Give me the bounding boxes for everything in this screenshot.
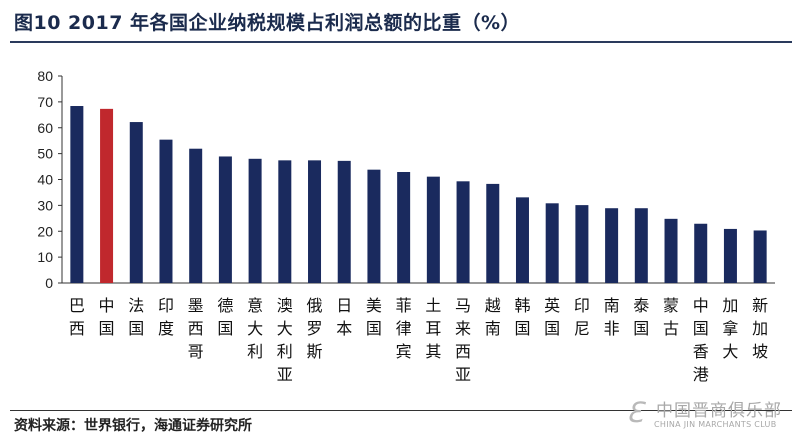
x-tick-label: 韩国 bbox=[514, 296, 530, 338]
bar bbox=[515, 197, 529, 283]
x-tick-label: 加拿大 bbox=[722, 296, 738, 361]
ze-logo-icon: ℇ bbox=[626, 396, 644, 429]
bar bbox=[753, 230, 767, 283]
y-tick-label: 80 bbox=[37, 68, 53, 84]
bar bbox=[367, 169, 381, 283]
bar bbox=[545, 203, 559, 283]
x-tick-label: 越南 bbox=[485, 296, 501, 338]
bar bbox=[486, 183, 500, 283]
bar bbox=[308, 160, 322, 283]
x-tick-label: 澳大利亚 bbox=[277, 296, 293, 384]
x-tick-label: 俄罗斯 bbox=[307, 296, 323, 361]
title-bar: 图10 2017 年各国企业纳税规模占利润总额的比重（%） bbox=[0, 0, 800, 40]
x-tick-label: 土耳其 bbox=[425, 296, 441, 361]
x-tick-label: 墨西哥 bbox=[188, 296, 204, 361]
y-tick-label: 70 bbox=[37, 94, 53, 110]
y-tick-label: 0 bbox=[45, 275, 53, 291]
watermark-text-en: CHINA JIN MARCHANTS CLUB bbox=[654, 420, 777, 429]
x-tick-label: 英国 bbox=[544, 296, 560, 338]
x-tick-label: 泰国 bbox=[633, 296, 649, 338]
bar bbox=[337, 160, 351, 283]
x-tick-label: 巴西 bbox=[69, 296, 85, 338]
x-tick-label: 印度 bbox=[158, 296, 174, 338]
bar bbox=[70, 106, 84, 283]
footer-divider bbox=[10, 410, 792, 411]
x-tick-label: 菲律宾 bbox=[396, 296, 412, 361]
x-tick-label: 中国香港 bbox=[693, 296, 709, 384]
x-tick-label: 中国 bbox=[99, 296, 115, 338]
x-tick-label: 德国 bbox=[217, 296, 233, 338]
x-tick-label: 南非 bbox=[604, 296, 620, 338]
bar bbox=[694, 223, 708, 283]
bar bbox=[634, 208, 648, 283]
bar bbox=[159, 139, 173, 283]
bar bbox=[397, 171, 411, 283]
watermark-text-cn: 中国晋商俱乐部 bbox=[656, 401, 782, 421]
bar bbox=[426, 176, 440, 283]
bar bbox=[278, 160, 292, 283]
bar bbox=[723, 228, 737, 283]
x-tick-label: 新加坡 bbox=[752, 296, 768, 361]
x-tick-label: 意大利 bbox=[247, 296, 263, 361]
bar bbox=[248, 158, 262, 283]
y-tick-label: 40 bbox=[37, 172, 53, 188]
bar bbox=[129, 122, 143, 284]
y-tick-label: 10 bbox=[37, 249, 53, 265]
x-tick-label: 法国 bbox=[128, 296, 144, 338]
x-tick-label: 蒙古 bbox=[663, 296, 679, 338]
source-note: 资料来源：世界银行，海通证券研究所 bbox=[14, 418, 252, 434]
x-tick-label: 印尼 bbox=[574, 296, 590, 338]
x-tick-label: 日本 bbox=[336, 296, 352, 338]
chart-title: 图10 2017 年各国企业纳税规模占利润总额的比重（%） bbox=[14, 12, 521, 34]
y-tick-label: 30 bbox=[37, 197, 53, 213]
bar bbox=[218, 156, 232, 283]
x-tick-label: 美国 bbox=[366, 296, 382, 338]
title-divider bbox=[10, 41, 792, 43]
bar-chart: 0 10 20 30 40 50 60 70 80 巴西中国法国印度墨西哥德国意大利澳大利亚俄罗斯… bbox=[37, 68, 775, 384]
bar bbox=[456, 181, 470, 283]
watermark: ℇ 中国晋商俱乐部 CHINA JIN MARCHANTS CLUB bbox=[626, 394, 796, 440]
y-tick-label: 60 bbox=[37, 120, 53, 136]
bar bbox=[605, 208, 619, 283]
bar bbox=[664, 218, 678, 283]
y-tick-label: 50 bbox=[37, 146, 53, 162]
x-tick-label: 马来西亚 bbox=[455, 296, 471, 384]
bar bbox=[100, 108, 114, 283]
bar bbox=[189, 148, 203, 283]
bar bbox=[575, 205, 589, 283]
y-tick-label: 20 bbox=[37, 223, 53, 239]
